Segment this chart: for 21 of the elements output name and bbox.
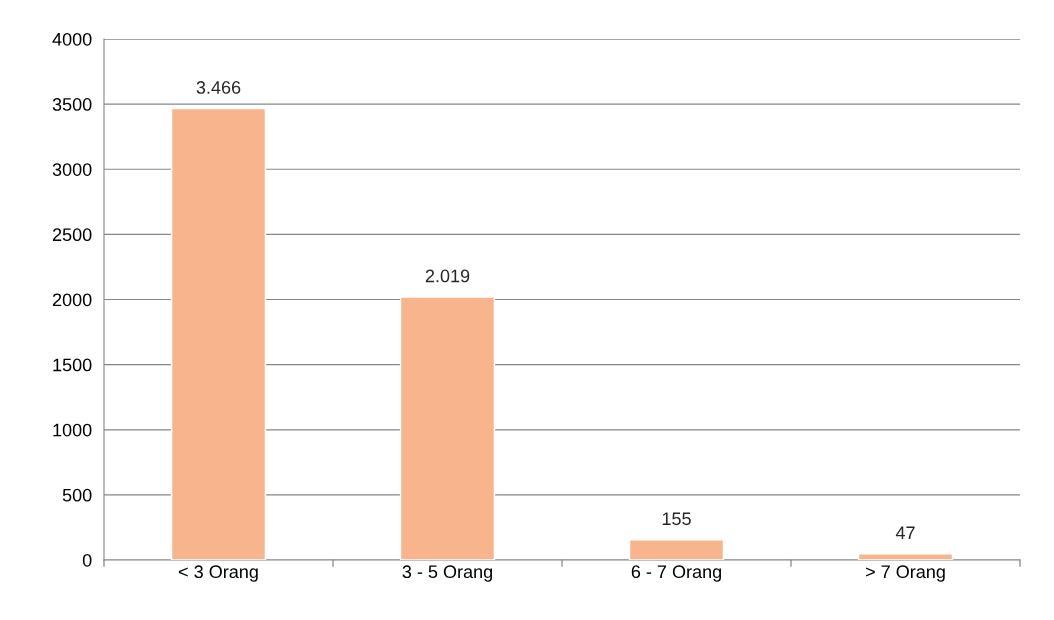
y-tick-label: 2000 <box>52 293 92 307</box>
x-tick-label: < 3 Orang <box>178 565 258 582</box>
x-tick-label: 3 - 5 Orang <box>402 565 492 582</box>
y-tick-label: 3500 <box>52 98 92 111</box>
data-label: 2.019 <box>425 269 470 283</box>
data-label: 3.466 <box>196 81 241 94</box>
data-label: 155 <box>662 512 691 526</box>
data-label: 47 <box>895 526 915 540</box>
y-tick-label: 4000 <box>52 32 92 46</box>
y-tick-label: 1500 <box>53 358 92 372</box>
y-tick-label: 500 <box>62 488 92 502</box>
bar <box>170 107 267 560</box>
y-tick-label: 3000 <box>52 163 92 176</box>
bar <box>857 553 954 560</box>
y-tick-label: 1000 <box>53 423 92 437</box>
bar <box>628 539 725 560</box>
bar <box>399 296 496 560</box>
y-tick-label: 2500 <box>52 228 92 242</box>
y-tick-label: 0 <box>82 553 92 567</box>
x-tick-label: 6 - 7 Orang <box>631 565 721 582</box>
x-tick-label: > 7 Orang <box>865 565 945 582</box>
